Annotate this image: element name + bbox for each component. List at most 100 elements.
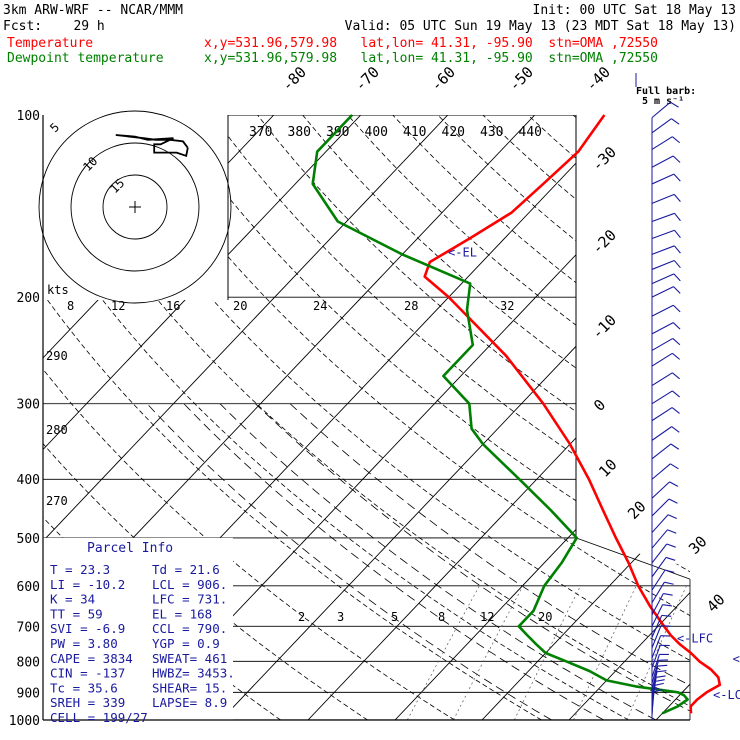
dry-adiabat (617, 115, 690, 720)
parcel-info-right: SHEAR= 15. (152, 680, 227, 695)
wind-barb (651, 664, 668, 690)
temperature-location: x,y=531.96,579.98 lat,lon= 41.31, -95.90… (204, 36, 658, 51)
hodograph-speed-label: 12 (111, 299, 125, 313)
wind-barb-full (666, 543, 676, 548)
parcel-info-right: Td = 21.6 (152, 562, 220, 577)
wind-barb (651, 229, 681, 240)
wind-barb-full (673, 194, 681, 202)
wind-barb-full (671, 407, 680, 414)
parcel-info-left: Tc = 35.6 (50, 680, 118, 695)
wind-barb-full (664, 569, 675, 573)
wind-barb-half (653, 687, 660, 690)
wind-barb (651, 659, 669, 684)
wind-barb (651, 390, 681, 405)
wind-barb-full (657, 664, 668, 667)
wind-barb (651, 212, 681, 223)
wind-barb (651, 625, 671, 649)
wind-barb (651, 286, 681, 298)
level-marker-ccl: <-CCL (733, 652, 740, 666)
pressure-tick-label: 1000 (9, 714, 40, 729)
wind-barb-staff (651, 245, 675, 255)
dry-adiabat (302, 115, 690, 720)
wind-barb-staff (651, 665, 659, 690)
hodograph-ring (38, 110, 232, 304)
wind-barb-staff (651, 273, 675, 285)
wind-barb-full (672, 352, 681, 360)
wind-barb-staff (651, 173, 675, 185)
parcel-info-left: SVI = -6.9 (50, 621, 125, 636)
theta-label: 410 (403, 125, 426, 140)
dry-adiabat (662, 115, 690, 720)
moist-adiabat (255, 403, 690, 720)
isotherm-line (655, 115, 690, 720)
wind-barb (651, 372, 681, 386)
wind-barb (651, 581, 674, 604)
wind-barb-full (667, 529, 677, 534)
wind-barb (651, 173, 681, 185)
barb-legend-title: Full barb: (636, 86, 696, 97)
wind-barb (651, 352, 681, 367)
wind-barb (651, 481, 679, 499)
dry-adiabat (122, 115, 690, 720)
parcel-info-left: CAPE = 3834 (50, 651, 133, 666)
wind-barb-full (655, 679, 665, 682)
mixing-ratio-line (453, 585, 524, 720)
level-marker-el: <-EL (448, 245, 477, 259)
isotherm-label: -10 (588, 311, 620, 343)
wind-barb-full (661, 614, 672, 617)
wind-barb-full (669, 481, 679, 487)
wind-barb-staff (651, 581, 665, 604)
wind-barb-full (663, 593, 673, 596)
wind-barb (651, 245, 681, 255)
hodograph-ring (70, 142, 200, 272)
mixing-ratio-label: 20 (538, 610, 552, 624)
isotherm-label: 20 (624, 497, 650, 523)
wind-barb-staff (651, 193, 675, 204)
wind-barb (651, 101, 679, 119)
wind-barb (651, 556, 676, 578)
wind-barb-full (673, 286, 681, 294)
hodograph-speed-label: 32 (500, 299, 514, 313)
wind-barb (651, 259, 681, 270)
wind-barb-staff (651, 557, 667, 578)
wind-barb (651, 443, 680, 460)
wind-barb-full (673, 245, 681, 254)
wind-barb-full (654, 682, 664, 686)
dry-adiabat (212, 115, 690, 720)
wind-barb (651, 529, 677, 549)
wind-barb (651, 136, 681, 150)
corner-edge (575, 537, 691, 580)
dry-adiabat (43, 115, 542, 720)
isotherm-line (0, 115, 13, 720)
level-marker-lfc: <-LFC (677, 632, 713, 646)
wind-barb-full (672, 304, 681, 313)
parcel-info-right: CCL = 790. (152, 621, 227, 636)
wind-barb-staff (651, 443, 672, 460)
parcel-info-right: LAPSE= 8.9 (152, 695, 227, 710)
dry-adiabat (43, 115, 629, 720)
wind-barb (651, 635, 671, 659)
wind-barb-full (672, 372, 681, 380)
wind-barb-staff (651, 615, 663, 638)
wind-barb-full (673, 173, 681, 182)
wind-barb-staff (651, 136, 673, 150)
model-title: 3km ARW-WRF -- NCAR/MMM (3, 3, 184, 18)
theta-label: 380 (288, 125, 311, 140)
wind-barb-staff (651, 604, 664, 627)
isotherm-label: -80 (278, 63, 310, 95)
dry-adiabat (347, 115, 690, 720)
wind-barb-staff (651, 352, 673, 367)
wind-barb-full (673, 273, 681, 282)
parcel-info-right: HWBZ= 3453. (152, 666, 235, 681)
wind-barb (651, 155, 681, 168)
isotherm-line (481, 115, 690, 720)
wind-barb-staff (651, 304, 674, 317)
theta-label: 440 (519, 125, 542, 140)
wind-barb-staff (651, 155, 674, 168)
wind-barb-full (672, 390, 681, 398)
wind-barb-staff (651, 481, 670, 499)
parcel-info-background (43, 537, 233, 720)
isotherm-line (220, 115, 690, 720)
hodograph-speed-label: 28 (404, 299, 418, 313)
wind-barb-staff (651, 118, 672, 134)
